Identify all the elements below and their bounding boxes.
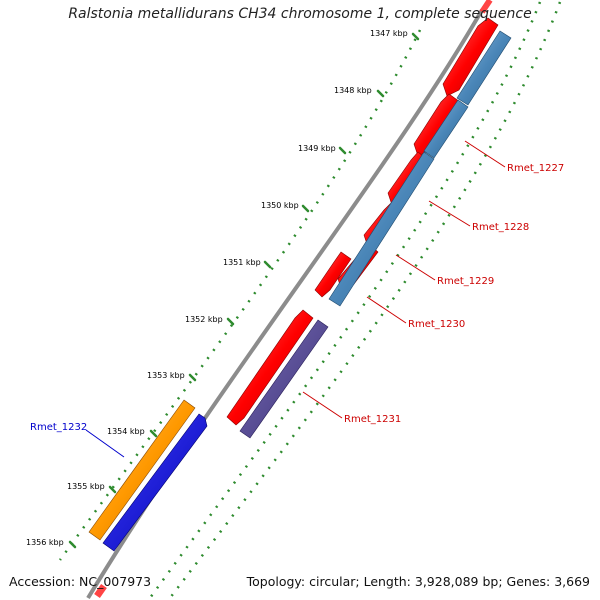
gene-label-rmet-1230[interactable]: Rmet_1230 [408, 319, 465, 330]
cds-bar [456, 30, 512, 106]
kbp-tick-label: 1349 kbp [298, 144, 336, 153]
kbp-tick-label: 1347 kbp [370, 29, 408, 38]
kbp-tick-label: 1348 kbp [334, 86, 372, 95]
genome-info-text: Topology: circular; Length: 3,928,089 bp… [246, 574, 590, 589]
backbone-red-start [479, 0, 493, 14]
gene-label-rmet-1227[interactable]: Rmet_1227 [507, 163, 564, 174]
cds-bar [328, 151, 435, 307]
kbp-tick-label: 1352 kbp [185, 315, 223, 324]
cds-arrow [314, 251, 352, 298]
gene-label-rmet-1232[interactable]: Rmet_1232 [30, 422, 87, 433]
gene-callout-line [428, 200, 471, 227]
kbp-tick-label: 1355 kbp [67, 482, 105, 491]
gene-label-rmet-1229[interactable]: Rmet_1229 [437, 276, 494, 287]
kbp-tick-mark [301, 204, 310, 213]
gene-callout-line [395, 254, 436, 281]
kbp-tick-label: 1354 kbp [107, 427, 145, 436]
cds-bar-purple [239, 319, 329, 439]
gene-label-rmet-1231[interactable]: Rmet_1231 [344, 414, 401, 425]
cds-bar [423, 99, 469, 159]
kbp-tick-mark [376, 89, 385, 98]
gene-label-rmet-1228[interactable]: Rmet_1228 [472, 222, 529, 233]
gene-callouts: Rmet_1227 Rmet_1228 Rmet_1229 Rmet_1230 Rmet… [30, 140, 564, 458]
kbp-tick-mark [263, 260, 272, 269]
cds-arrow [226, 309, 314, 426]
kbp-tick-mark [411, 32, 420, 41]
kbp-tick-mark [188, 373, 197, 382]
kbp-tick-mark [108, 485, 117, 494]
kbp-tick-label: 1353 kbp [147, 371, 185, 380]
kbp-tick-label: 1356 kbp [26, 538, 64, 547]
kbp-tick-mark [68, 540, 77, 549]
map-title: Ralstonia metallidurans CH34 chromosome … [68, 6, 532, 22]
kbp-tick-label: 1350 kbp [261, 201, 299, 210]
forward-cds-track [226, 17, 499, 426]
tick-guide-row-middle [148, 1, 542, 599]
gene-callout-line [366, 296, 407, 324]
gene-callout-line [85, 429, 125, 458]
backbone-red-end [94, 583, 107, 599]
reverse-cds-track [328, 30, 512, 307]
tick-guide-row-outer [58, 29, 422, 561]
kbp-tick-mark [226, 317, 235, 326]
major-tick-marks [68, 32, 420, 549]
chromosome-backbone [86, 9, 484, 600]
kbp-tick-mark [338, 146, 347, 155]
accession-text: Accession: NC_007973 [9, 574, 152, 589]
kbp-labels: 1347 kbp 1348 kbp 1349 kbp 1350 kbp 1351 kbp… [26, 29, 408, 547]
gene-callout-line [302, 391, 343, 419]
orange-feature-bar [88, 399, 196, 541]
blue-feature-arrow [102, 413, 208, 552]
kbp-tick-mark [149, 429, 158, 438]
kbp-tick-label: 1351 kbp [223, 258, 261, 267]
gene-callout-line [464, 140, 506, 168]
